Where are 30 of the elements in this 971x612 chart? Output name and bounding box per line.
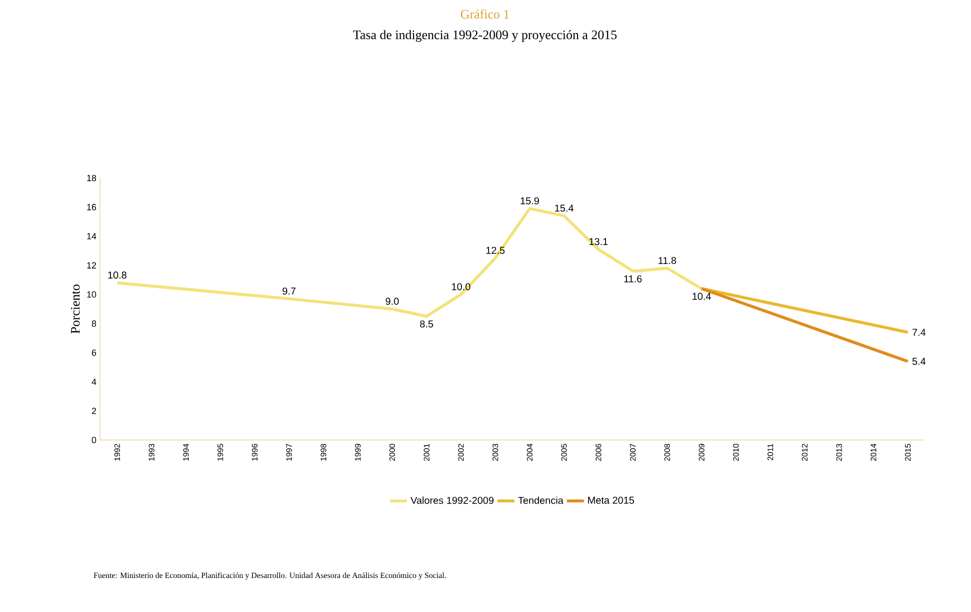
y-axis-title: Porciento: [70, 284, 80, 334]
y-tick-label: 2: [92, 408, 96, 414]
data-label: 10.0: [452, 283, 470, 290]
data-label: 12.5: [486, 246, 505, 254]
y-tick-label: 8: [92, 320, 96, 327]
data-label: 11.8: [658, 257, 676, 264]
y-tick-label: 14: [87, 233, 96, 240]
data-label: 15.4: [555, 204, 574, 212]
legend-label: Meta 2015: [588, 496, 634, 504]
data-label: 9.7: [282, 288, 296, 295]
data-label: 5.4: [912, 358, 926, 365]
data-label: 13.1: [590, 238, 608, 246]
legend-label: Valores 1992-2009: [410, 496, 494, 504]
y-tick-label: 18: [87, 174, 96, 182]
data-label: 10.4: [692, 292, 711, 300]
data-label: 8.5: [420, 320, 434, 328]
data-label: 9.0: [386, 298, 399, 305]
y-tick-label: 0: [92, 436, 96, 444]
y-tick-label: 10: [87, 291, 96, 298]
y-tick-label: 4: [92, 378, 96, 385]
legend-label: Tendencia: [518, 496, 564, 504]
data-label: 11.6: [624, 275, 642, 282]
y-tick-label: 6: [92, 349, 96, 356]
data-label: 10.8: [108, 272, 126, 279]
data-label: 15.9: [520, 197, 539, 204]
data-label: 7.4: [912, 328, 926, 336]
y-tick-label: 12: [87, 262, 96, 268]
chart-title: Gráfico 1: [460, 9, 509, 19]
y-tick-label: 16: [87, 204, 96, 210]
chart-subtitle: Tasa de indigencia 1992-2009 y proyección a 2015: [353, 30, 617, 42]
